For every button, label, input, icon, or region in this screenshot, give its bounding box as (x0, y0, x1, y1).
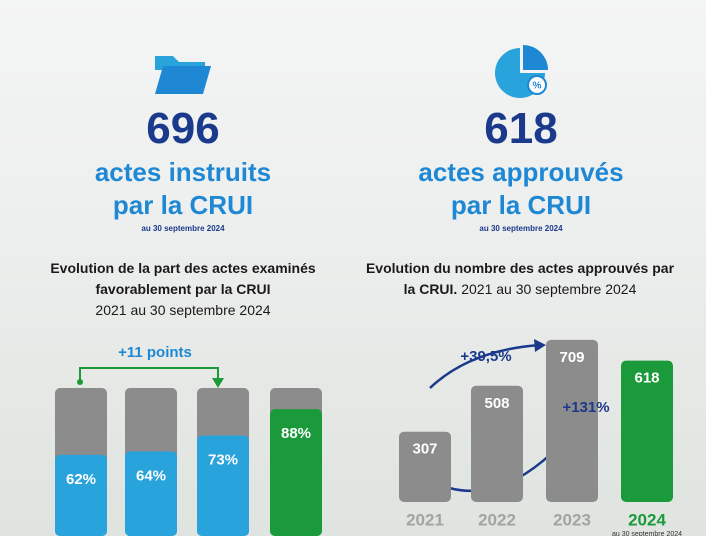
stat: 696 (146, 104, 220, 153)
stat-label: actes instruits (94, 157, 272, 187)
annotation: +131% (562, 399, 609, 416)
stat: 618 (484, 104, 558, 153)
x-tick-label: 2024 (628, 510, 666, 529)
value-label: 709 (559, 349, 584, 366)
x-tick-label: 2023 (553, 510, 591, 529)
value-label: 73% (208, 451, 238, 468)
stat-date: au 30 septembre 2024 (479, 224, 563, 233)
footnote: au 30 septembre 2024 (612, 531, 682, 536)
bar (270, 409, 322, 536)
chart-title: Evolution du nombre des actes approuvés … (365, 260, 675, 297)
bracket (79, 367, 219, 380)
folder-icon (155, 56, 211, 94)
chart-title: Evolution de la part des actes examinés … (50, 260, 316, 297)
bar (546, 339, 598, 502)
bar (471, 385, 523, 502)
bar (399, 431, 451, 502)
bracket-dot (77, 379, 83, 385)
growth-arrow (429, 343, 541, 389)
annotation: +11 points (118, 344, 192, 361)
chart-subtitle: 2021 au 30 septembre 2024 (95, 302, 271, 318)
value-label: 508 (484, 395, 509, 412)
value-label: 307 (412, 441, 437, 458)
bracket-arrow (212, 378, 224, 388)
bar (55, 454, 107, 536)
value-label: 88% (281, 425, 311, 442)
bar (125, 451, 177, 536)
stat-date: au 30 septembre 2024 (141, 224, 225, 233)
x-tick-label: 2022 (478, 510, 516, 529)
chart-heading: Evolution du nombre des actes approuvés … (360, 258, 680, 300)
pie-icon: % (495, 45, 548, 98)
x-tick-label: 2021 (406, 510, 444, 529)
stat-label: par la CRUI (450, 190, 592, 220)
stat-label: actes approuvés (418, 157, 624, 187)
chart-subtitle: 2021 au 30 septembre 2024 (461, 281, 637, 297)
bar (621, 360, 673, 502)
stat-label: par la CRUI (112, 190, 254, 220)
svg-text:%: % (533, 81, 542, 92)
bar (197, 435, 249, 536)
value-label: 62% (66, 471, 96, 488)
arrow-head (534, 339, 546, 352)
value-label: 618 (634, 370, 659, 387)
value-label: 64% (136, 467, 166, 484)
annotation: +39,5% (460, 348, 511, 365)
